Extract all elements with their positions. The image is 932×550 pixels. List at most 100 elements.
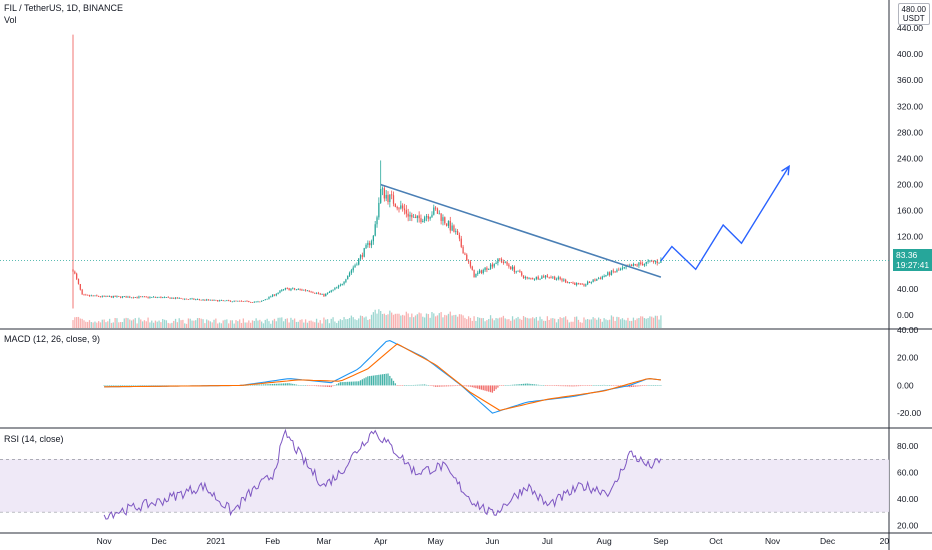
candle-body [425, 216, 428, 218]
volume-bar [599, 318, 602, 328]
candle-body [394, 203, 396, 207]
volume-bar [237, 321, 239, 328]
volume-bar [328, 323, 331, 328]
volume-bar [112, 322, 114, 328]
volume-bar [643, 318, 646, 328]
macd-histogram-bar [641, 385, 644, 386]
candle-body [478, 270, 481, 273]
candle-body [297, 289, 299, 290]
volume-bar [257, 320, 259, 328]
volume-bar [358, 318, 360, 328]
volume-bar [182, 319, 184, 328]
volume-label[interactable]: Vol [4, 15, 17, 25]
macd-histogram-bar [418, 384, 420, 386]
volume-bar [565, 316, 567, 328]
macd-histogram-bar [143, 385, 146, 386]
price-tick-label: 40.00 [897, 284, 919, 294]
candle-body [521, 272, 523, 276]
macd-histogram-bar [585, 385, 587, 386]
candle-body [374, 224, 376, 236]
candle-body [423, 217, 426, 221]
macd-tick-label: 40.00 [897, 325, 919, 335]
macd-histogram-bar [502, 385, 505, 386]
volume-bar [535, 316, 538, 328]
macd-histogram-bar [160, 385, 162, 386]
macd-histogram-bar [400, 385, 402, 386]
volume-bar [356, 320, 358, 328]
candle-body [392, 195, 395, 204]
volume-bar [550, 318, 552, 328]
volume-bar [546, 316, 548, 328]
volume-bar [504, 318, 506, 328]
candle-body [489, 264, 492, 269]
volume-bar [447, 313, 450, 328]
volume-bar [398, 313, 400, 328]
currency-badge[interactable]: 480.00 USDT [897, 3, 930, 25]
last-price-tag: 83.36 19:27:41 [893, 249, 932, 271]
volume-bar [167, 322, 169, 328]
candle-body [97, 295, 100, 297]
volume-bar [271, 320, 274, 328]
symbol-title[interactable]: FIL / TetherUS, 1D, BINANCE [4, 3, 124, 13]
macd-histogram-bar [515, 384, 517, 386]
candle-body [262, 300, 265, 301]
volume-bar [319, 320, 321, 328]
volume-bar [641, 316, 644, 328]
candle-body [488, 268, 490, 270]
projection-arrowhead [781, 164, 790, 176]
candle-body [495, 262, 497, 264]
candle-body [220, 300, 222, 301]
candle-body [447, 220, 450, 226]
volume-bar [171, 322, 173, 328]
macd-histogram-bar [583, 385, 585, 386]
volume-bar [522, 315, 525, 328]
volume-bar [478, 317, 481, 328]
volume-bar [515, 318, 517, 328]
volume-bar [304, 319, 307, 328]
candle-body [380, 189, 382, 203]
candle-body [449, 220, 451, 231]
candle-body [90, 295, 92, 297]
macd-histogram-bar [473, 385, 475, 388]
macd-histogram-bar [568, 385, 570, 387]
candle-body [162, 297, 164, 299]
volume-bar [178, 318, 180, 328]
volume-bar [497, 318, 499, 328]
volume-bar [323, 317, 325, 328]
volume-bar [315, 318, 318, 328]
macd-histogram-bar [288, 383, 290, 386]
macd-histogram-bar [539, 384, 541, 386]
macd-histogram-bar [605, 385, 607, 386]
volume-bar [299, 319, 301, 328]
candle-body [114, 295, 116, 297]
macd-label[interactable]: MACD (12, 26, close, 9) [4, 334, 101, 344]
macd-histogram-bar [121, 385, 124, 386]
candle-body [76, 273, 78, 279]
macd-histogram-bar [552, 385, 554, 386]
macd-histogram-bar [640, 385, 642, 387]
candle-body [174, 297, 177, 299]
macd-histogram-bar [434, 385, 437, 387]
macd-histogram-bar [462, 385, 464, 386]
volume-bar [231, 320, 233, 328]
rsi-label[interactable]: RSI (14, close) [4, 434, 64, 444]
macd-histogram-bar [279, 383, 281, 386]
volume-bar [244, 322, 246, 328]
volume-bar [625, 320, 627, 328]
macd-histogram-bar [277, 383, 279, 386]
candle-body [213, 299, 215, 301]
volume-bar [486, 320, 488, 328]
volume-bar [108, 318, 111, 328]
volume-bar [262, 323, 265, 328]
macd-histogram-bar [147, 385, 149, 386]
macd-histogram-bar [528, 383, 530, 386]
candle-body [630, 265, 633, 267]
volume-bar [222, 320, 224, 328]
volume-bar [253, 320, 255, 328]
volume-bar [636, 318, 638, 328]
candle-body [563, 279, 565, 281]
volume-bar [612, 316, 614, 328]
volume-bar [434, 316, 437, 328]
macd-histogram-bar [413, 384, 415, 386]
